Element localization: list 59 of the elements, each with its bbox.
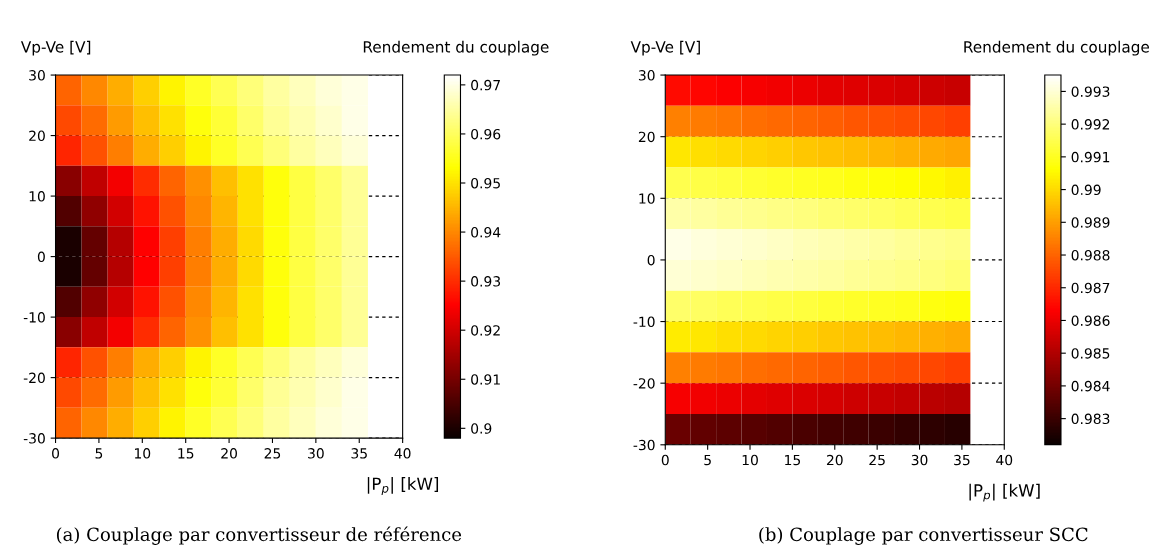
y-tick-label: -20 [23, 372, 45, 384]
y-axis-title: Vp-Ve [V] [20, 40, 91, 56]
y-tick-label: -10 [633, 316, 655, 328]
x-tick-label: 35 [954, 454, 970, 466]
y-tick-label: 0 [647, 254, 655, 266]
color-bar-label: 0.94 [471, 227, 501, 238]
y-tick-label: 20 [638, 131, 655, 143]
y-tick-label: 0 [37, 251, 45, 263]
x-tick-label: 0 [52, 448, 60, 459]
color-bar-label: 0.96 [471, 128, 501, 140]
x-tick-label: 30 [911, 454, 928, 466]
color-bar-label: 0.988 [1071, 249, 1110, 261]
x-tick-label: 40 [394, 448, 411, 459]
y-tick-label: 10 [29, 191, 45, 202]
x-axis-title: |P$_{p}$| [kW] [367, 477, 439, 495]
color-bar-label: 0.984 [1071, 380, 1110, 392]
color-bar-label: 0.986 [1071, 315, 1110, 326]
text: (b) Couplage par convertisseur SCC [759, 527, 1088, 545]
color-bar-label: 0.95 [471, 177, 500, 189]
y-tick-label: 30 [29, 70, 45, 81]
x-tick-label: 15 [785, 454, 801, 466]
x-axis-title: |P$_{p}$| [kW] [969, 483, 1040, 502]
color-bar-label: 0.987 [1071, 282, 1110, 294]
x-tick-label: 35 [351, 448, 367, 459]
x-tick-label: 40 [996, 454, 1013, 466]
x-tick-label: 5 [95, 448, 103, 459]
x-tick-label: 20 [826, 454, 843, 466]
x-tick-label: 0 [661, 454, 669, 466]
y-axis-title: Vp-Ve [V] [630, 40, 700, 56]
color-bar-title: Rendement du couplage [363, 40, 549, 56]
color-bar-label: 0.993 [1071, 86, 1110, 97]
x-tick-label: 30 [308, 448, 324, 459]
color-bar-label: 0.989 [1071, 217, 1110, 228]
color-bar-label: 0.991 [1071, 151, 1110, 163]
color-bar-label: 0.9 [471, 423, 492, 434]
x-tick-label: 20 [221, 448, 237, 459]
x-tick-label: 10 [135, 448, 151, 459]
x-tick-label: 5 [704, 454, 711, 466]
color-bar-label: 0.97 [471, 79, 500, 91]
y-tick-label: -30 [23, 433, 45, 444]
color-bar-label: 0.992 [1071, 119, 1110, 130]
y-tick-label: 30 [638, 70, 655, 81]
y-tick-label: 20 [29, 130, 45, 142]
y-tick-label: -30 [633, 439, 655, 451]
y-tick-label: -10 [23, 312, 45, 323]
color-bar-label: 0.983 [1071, 413, 1110, 425]
color-bar-title: Rendement du couplage [964, 40, 1150, 56]
x-tick-label: 15 [178, 448, 194, 459]
x-tick-label: 25 [869, 454, 885, 466]
y-tick-label: -20 [633, 378, 655, 389]
x-tick-label: 10 [742, 454, 758, 466]
color-bar-label: 0.92 [471, 325, 500, 336]
color-bar-label: 0.99 [1071, 184, 1101, 196]
color-bar-label: 0.985 [1071, 348, 1110, 359]
color-bar-label: 0.93 [471, 276, 501, 287]
x-tick-label: 25 [264, 448, 281, 459]
text: (a) Couplage par convertisseur de référence [56, 526, 462, 545]
y-tick-label: 10 [639, 193, 655, 204]
color-bar-label: 0.91 [471, 374, 500, 385]
